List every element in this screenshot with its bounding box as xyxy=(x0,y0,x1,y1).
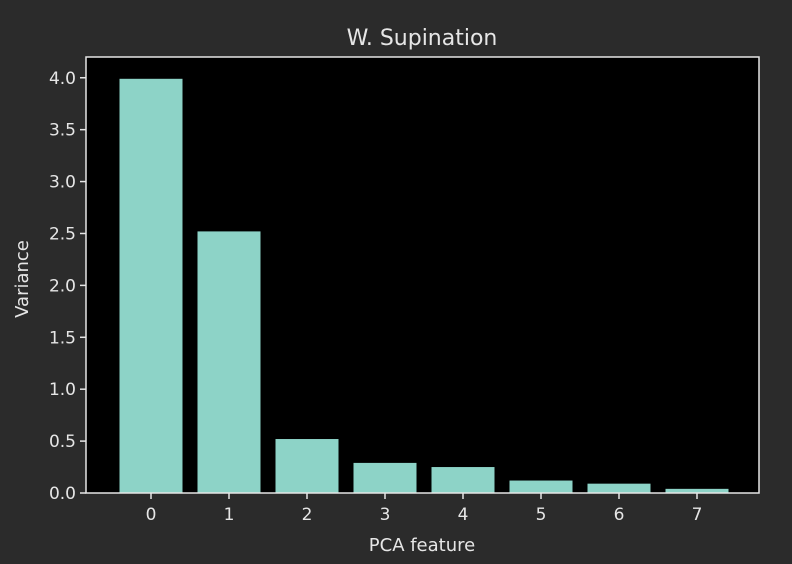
chart-title: W. Supination xyxy=(347,26,498,51)
y-axis-label: Variance xyxy=(12,240,33,318)
x-tick-label: 5 xyxy=(536,505,547,525)
axes-frame xyxy=(85,56,760,494)
y-tick-label: 0.0 xyxy=(49,484,76,504)
x-axis: 0 1 2 3 4 5 6 7 xyxy=(146,493,703,525)
bar-6 xyxy=(587,483,651,493)
y-tick-label: 1.0 xyxy=(49,380,76,400)
x-axis-label: PCA feature xyxy=(369,535,475,556)
bar-2 xyxy=(275,439,339,493)
bar-1 xyxy=(197,231,261,493)
y-tick-label: 3.0 xyxy=(49,173,76,193)
bar-7 xyxy=(665,488,729,493)
x-tick-label: 1 xyxy=(224,505,235,525)
bar-4 xyxy=(431,467,495,493)
y-tick-label: 0.5 xyxy=(49,432,76,452)
x-tick-label: 4 xyxy=(458,505,469,525)
x-tick-label: 7 xyxy=(692,505,703,525)
y-axis: 0.0 0.5 1.0 1.5 2.0 2.5 3.0 3.5 4.0 xyxy=(49,69,86,504)
bar-3 xyxy=(353,462,417,493)
x-tick-label: 2 xyxy=(302,505,313,525)
y-tick-label: 3.5 xyxy=(49,121,76,141)
bars-group xyxy=(119,78,729,494)
bar-5 xyxy=(509,480,573,493)
plot-area xyxy=(86,57,759,493)
bar-0 xyxy=(119,78,183,494)
x-tick-label: 6 xyxy=(614,505,625,525)
y-tick-label: 1.5 xyxy=(49,328,76,348)
y-tick-label: 2.0 xyxy=(49,276,76,296)
x-tick-label: 3 xyxy=(380,505,391,525)
y-tick-label: 4.0 xyxy=(49,69,76,89)
y-tick-label: 2.5 xyxy=(49,224,76,244)
x-tick-label: 0 xyxy=(146,505,157,525)
